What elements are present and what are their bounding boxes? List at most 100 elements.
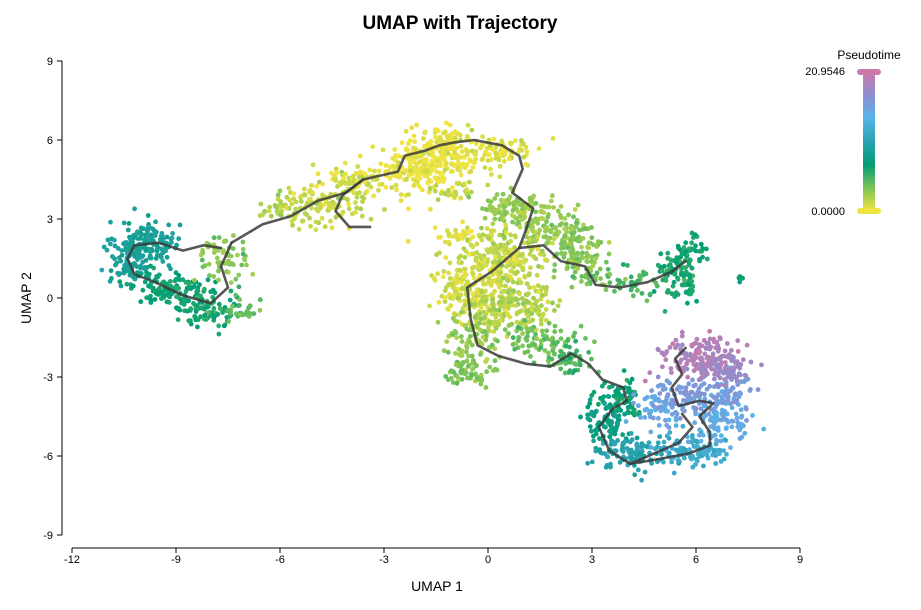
cell-point	[550, 136, 556, 141]
cell-point	[390, 163, 396, 169]
cell-point	[701, 338, 707, 343]
cell-point	[651, 415, 656, 421]
cell-point	[529, 218, 535, 224]
cell-point	[481, 281, 486, 287]
cell-point	[355, 190, 361, 196]
colorbar-min-label: 0.0000	[811, 206, 845, 218]
cell-point	[548, 337, 554, 343]
cell-point	[535, 246, 541, 252]
cell-point	[490, 260, 496, 265]
cell-point	[503, 283, 508, 289]
cell-point	[417, 176, 423, 181]
cell-point	[737, 274, 743, 279]
cell-point	[497, 284, 502, 290]
cell-point	[679, 385, 684, 390]
cell-point	[458, 232, 464, 238]
cell-point	[683, 240, 689, 246]
cell-point	[571, 214, 576, 220]
cell-point	[691, 383, 697, 389]
cell-point	[487, 246, 493, 252]
cell-point	[687, 257, 693, 263]
cell-point	[613, 389, 618, 394]
cell-point	[544, 204, 550, 210]
cell-point	[715, 345, 720, 351]
colorbar-max-label: 20.9546	[805, 66, 845, 78]
cell-point	[433, 183, 439, 188]
trajectory-segment	[334, 178, 372, 229]
cell-point	[549, 356, 555, 362]
cell-point	[495, 338, 500, 344]
trajectory-segment	[230, 138, 535, 250]
cell-point	[558, 251, 564, 256]
cell-point	[484, 226, 490, 231]
cell-point	[585, 416, 591, 421]
cell-point	[526, 291, 531, 297]
cell-point	[508, 238, 513, 244]
cell-point	[568, 225, 573, 231]
cell-point	[589, 225, 594, 230]
cell-point	[575, 266, 581, 271]
cell-point	[460, 161, 466, 167]
cell-point	[150, 288, 156, 294]
cell-point	[482, 215, 488, 221]
cell-point	[628, 274, 634, 280]
cell-point	[422, 129, 428, 135]
cell-point	[403, 147, 409, 153]
x-tick-label: -3	[379, 554, 389, 566]
cell-point	[236, 284, 242, 290]
cell-point	[730, 370, 736, 376]
cell-point	[169, 235, 175, 241]
cell-point	[480, 255, 486, 261]
cell-point	[138, 263, 143, 269]
cell-point	[709, 366, 715, 372]
cell-point	[181, 300, 187, 306]
cell-point	[497, 163, 503, 169]
cell-point	[722, 377, 727, 382]
cell-point	[101, 244, 107, 250]
cell-point	[444, 339, 450, 344]
cell-point	[225, 307, 231, 313]
cell-point	[468, 189, 474, 195]
cell-point	[673, 337, 679, 343]
cell-point	[199, 257, 205, 263]
cell-point	[470, 265, 475, 271]
cell-point	[578, 323, 584, 329]
cell-point	[573, 338, 578, 344]
cell-point	[575, 238, 581, 244]
cell-point	[275, 192, 281, 198]
cell-point	[478, 372, 484, 378]
cell-point	[419, 187, 425, 193]
cell-point	[393, 153, 398, 158]
cell-point	[293, 206, 299, 212]
cell-point	[698, 362, 704, 367]
cell-point	[487, 364, 493, 370]
cell-point	[603, 287, 609, 293]
cell-point	[194, 303, 200, 308]
cell-point	[627, 439, 633, 445]
cell-point	[527, 285, 532, 291]
cell-point	[642, 378, 648, 384]
cell-point	[438, 162, 444, 167]
cell-point	[237, 297, 243, 302]
cell-point	[465, 225, 470, 231]
cell-point	[720, 400, 725, 406]
cell-point	[524, 205, 530, 211]
cell-point	[504, 277, 510, 282]
cell-point	[154, 274, 160, 279]
cell-point	[545, 214, 551, 220]
colorbar-title: Pseudotime	[837, 48, 901, 62]
cell-point	[447, 276, 453, 281]
cell-point	[701, 381, 707, 386]
cell-point	[441, 269, 447, 274]
cell-point	[116, 272, 122, 278]
cell-point	[446, 270, 451, 276]
cell-point	[541, 234, 547, 240]
cell-point	[658, 382, 664, 388]
trajectory-segment	[517, 244, 687, 289]
cell-point	[681, 455, 687, 461]
cell-point	[552, 262, 558, 268]
cell-point	[742, 372, 748, 378]
x-tick-label: 9	[797, 554, 803, 566]
cell-point	[434, 169, 439, 175]
cell-point	[530, 225, 536, 230]
